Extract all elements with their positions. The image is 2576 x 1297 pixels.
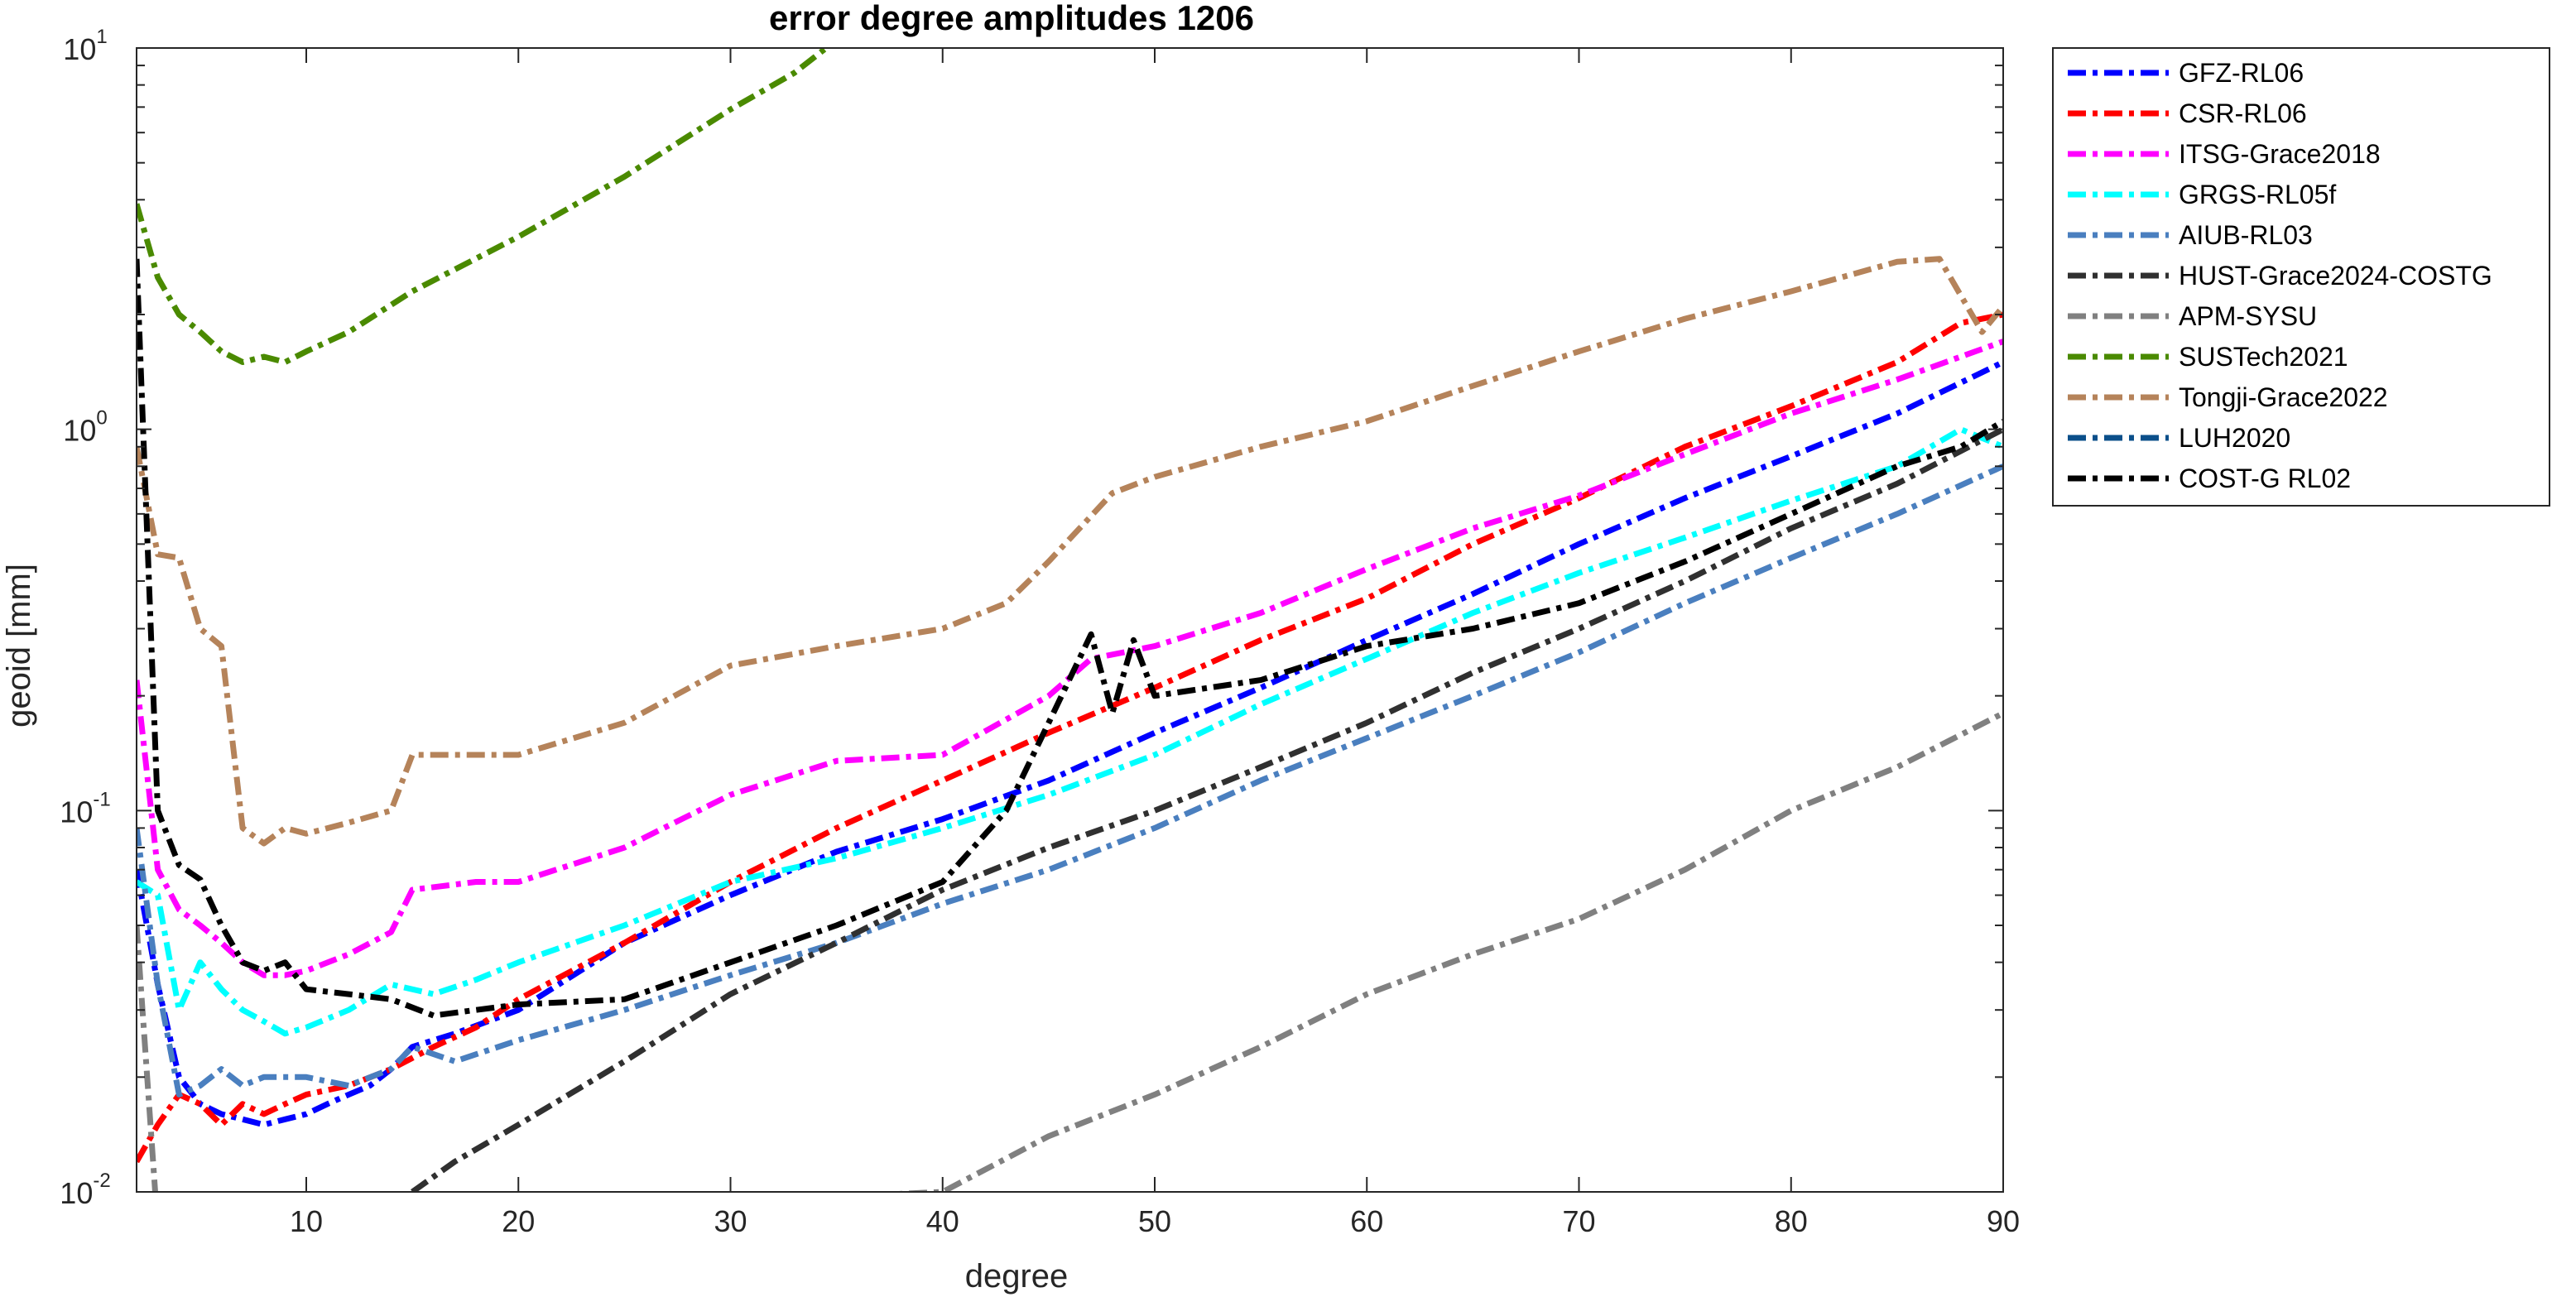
y-axis-label: geoid [mm] xyxy=(1,564,37,728)
legend-label-apm-sysu: APM-SYSU xyxy=(2179,301,2317,331)
series-line-tongji-grace2022 xyxy=(137,256,2003,847)
y-tick-label: 10-2 xyxy=(60,1170,110,1210)
x-tick-label: 50 xyxy=(1138,1204,1171,1238)
x-axis-label: degree xyxy=(965,1258,1069,1295)
plot-area xyxy=(137,48,2003,1192)
y-tick-label: 101 xyxy=(63,26,107,66)
y-tick-label: 100 xyxy=(63,407,107,448)
series-group xyxy=(137,48,2003,1192)
legend-label-aiub-rl03: AIUB-RL03 xyxy=(2179,220,2313,250)
x-tick-label: 40 xyxy=(926,1204,959,1238)
x-tick-label: 10 xyxy=(290,1204,323,1238)
series-line-hust-grace2024-costg xyxy=(411,426,2003,1192)
x-tick-label: 60 xyxy=(1350,1204,1383,1238)
x-tick-label: 20 xyxy=(502,1204,535,1238)
legend-label-itsg-grace2018: ITSG-Grace2018 xyxy=(2179,139,2381,169)
series-line-sustech2021 xyxy=(137,48,831,365)
x-tick-label: 90 xyxy=(1987,1204,2020,1238)
legend: GFZ-RL06 CSR-RL06 ITSG-Grace2018 GRGS-RL05f… xyxy=(2052,47,2550,507)
legend-label-tongji-grace2022: Tongji-Grace2022 xyxy=(2179,382,2388,412)
legend-box xyxy=(2052,47,2550,507)
legend-label-cost-g-rl02: COST-G RL02 xyxy=(2179,464,2351,493)
series-line-grgs-rl05f xyxy=(137,426,2003,1037)
series-line-aiub-rl03 xyxy=(137,464,2003,1098)
x-tick-label: 30 xyxy=(714,1204,747,1238)
y-tick-label: 10-1 xyxy=(60,788,110,829)
plot-frame xyxy=(136,47,2004,1193)
legend-label-luh2020: LUH2020 xyxy=(2179,423,2290,453)
legend-label-gfz-rl06: GFZ-RL06 xyxy=(2179,58,2304,88)
chart-title: error degree amplitudes 1206 xyxy=(769,0,1254,37)
x-tick-label: 80 xyxy=(1775,1204,1808,1238)
legend-label-hust-grace2024-costg: HUST-Grace2024-COSTG xyxy=(2179,261,2492,291)
legend-label-csr-rl06: CSR-RL06 xyxy=(2179,98,2307,128)
legend-label-grgs-rl05f: GRGS-RL05f xyxy=(2179,180,2336,209)
series-line-cost-g-rl02 xyxy=(137,258,2003,1019)
axes: 10 20 30 40 50 60 70 80 90 10-2 10-1 100 101 xyxy=(60,26,2020,1238)
x-tick-label: 70 xyxy=(1562,1204,1595,1238)
legend-label-sustech2021: SUSTech2021 xyxy=(2179,342,2348,372)
series-line-apm-sysu xyxy=(137,710,2003,1192)
